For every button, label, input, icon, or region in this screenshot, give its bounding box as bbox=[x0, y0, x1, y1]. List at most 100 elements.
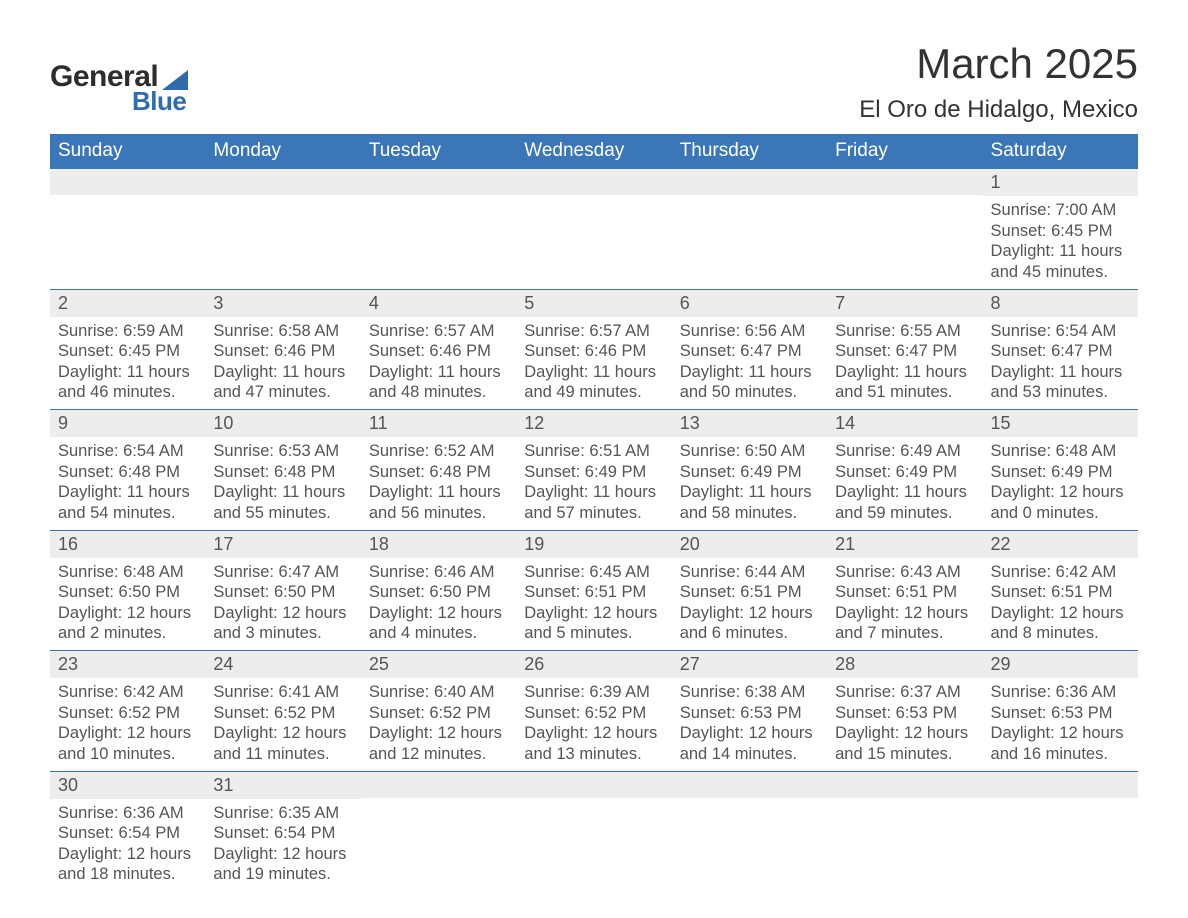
calendar-day: 9Sunrise: 6:54 AMSunset: 6:48 PMDaylight… bbox=[50, 410, 205, 530]
daylight-label: Daylight: 12 hours bbox=[369, 603, 508, 624]
day-content: Sunrise: 6:36 AMSunset: 6:54 PMDaylight:… bbox=[50, 799, 205, 892]
day-content: Sunrise: 6:53 AMSunset: 6:48 PMDaylight:… bbox=[205, 437, 360, 530]
sunrise-label: Sunrise: 6:57 AM bbox=[369, 321, 508, 342]
calendar-day: 6Sunrise: 6:56 AMSunset: 6:47 PMDaylight… bbox=[672, 290, 827, 410]
sunrise-label: Sunrise: 6:51 AM bbox=[524, 441, 663, 462]
calendar-day: 30Sunrise: 6:36 AMSunset: 6:54 PMDayligh… bbox=[50, 772, 205, 892]
calendar-day: 19Sunrise: 6:45 AMSunset: 6:51 PMDayligh… bbox=[516, 531, 671, 651]
daylight-label-2: and 5 minutes. bbox=[524, 623, 663, 644]
day-content: Sunrise: 6:37 AMSunset: 6:53 PMDaylight:… bbox=[827, 678, 982, 771]
day-number: 6 bbox=[672, 290, 827, 317]
sunrise-label: Sunrise: 6:46 AM bbox=[369, 562, 508, 583]
day-content: Sunrise: 6:36 AMSunset: 6:53 PMDaylight:… bbox=[983, 678, 1138, 771]
sunset-label: Sunset: 6:53 PM bbox=[835, 703, 974, 724]
header: General Blue March 2025 El Oro de Hidalg… bbox=[50, 40, 1138, 124]
daylight-label-2: and 53 minutes. bbox=[991, 382, 1130, 403]
day-content: Sunrise: 6:40 AMSunset: 6:52 PMDaylight:… bbox=[361, 678, 516, 771]
day-number: 11 bbox=[361, 410, 516, 437]
daylight-label-2: and 56 minutes. bbox=[369, 503, 508, 524]
calendar-day: 4Sunrise: 6:57 AMSunset: 6:46 PMDaylight… bbox=[361, 290, 516, 410]
sunrise-label: Sunrise: 6:54 AM bbox=[991, 321, 1130, 342]
daylight-label-2: and 47 minutes. bbox=[213, 382, 352, 403]
sunrise-label: Sunrise: 6:37 AM bbox=[835, 682, 974, 703]
day-number: 16 bbox=[50, 531, 205, 558]
day-number: 23 bbox=[50, 651, 205, 678]
sunrise-label: Sunrise: 6:50 AM bbox=[680, 441, 819, 462]
day-content: Sunrise: 6:54 AMSunset: 6:47 PMDaylight:… bbox=[983, 317, 1138, 410]
daylight-label-2: and 14 minutes. bbox=[680, 744, 819, 765]
sunset-label: Sunset: 6:51 PM bbox=[680, 582, 819, 603]
day-number: 28 bbox=[827, 651, 982, 678]
calendar-day bbox=[516, 772, 671, 892]
calendar-week: 16Sunrise: 6:48 AMSunset: 6:50 PMDayligh… bbox=[50, 530, 1138, 651]
day-number: 4 bbox=[361, 290, 516, 317]
calendar-day: 7Sunrise: 6:55 AMSunset: 6:47 PMDaylight… bbox=[827, 290, 982, 410]
calendar-day bbox=[827, 772, 982, 892]
daylight-label: Daylight: 12 hours bbox=[835, 603, 974, 624]
daylight-label-2: and 2 minutes. bbox=[58, 623, 197, 644]
day-number: 1 bbox=[983, 169, 1138, 196]
daylight-label: Daylight: 11 hours bbox=[58, 482, 197, 503]
sunset-label: Sunset: 6:53 PM bbox=[991, 703, 1130, 724]
calendar-day bbox=[361, 169, 516, 289]
daylight-label-2: and 13 minutes. bbox=[524, 744, 663, 765]
day-number bbox=[516, 169, 671, 195]
day-number: 5 bbox=[516, 290, 671, 317]
calendar-day: 12Sunrise: 6:51 AMSunset: 6:49 PMDayligh… bbox=[516, 410, 671, 530]
day-content: Sunrise: 6:58 AMSunset: 6:46 PMDaylight:… bbox=[205, 317, 360, 410]
day-number: 12 bbox=[516, 410, 671, 437]
calendar-week: 9Sunrise: 6:54 AMSunset: 6:48 PMDaylight… bbox=[50, 409, 1138, 530]
sunset-label: Sunset: 6:50 PM bbox=[58, 582, 197, 603]
sunrise-label: Sunrise: 6:36 AM bbox=[58, 803, 197, 824]
day-number: 29 bbox=[983, 651, 1138, 678]
sunset-label: Sunset: 6:49 PM bbox=[835, 462, 974, 483]
daylight-label: Daylight: 12 hours bbox=[524, 723, 663, 744]
daylight-label: Daylight: 12 hours bbox=[680, 603, 819, 624]
day-content: Sunrise: 6:59 AMSunset: 6:45 PMDaylight:… bbox=[50, 317, 205, 410]
calendar-day: 24Sunrise: 6:41 AMSunset: 6:52 PMDayligh… bbox=[205, 651, 360, 771]
calendar-day: 20Sunrise: 6:44 AMSunset: 6:51 PMDayligh… bbox=[672, 531, 827, 651]
daylight-label: Daylight: 11 hours bbox=[524, 362, 663, 383]
daylight-label-2: and 57 minutes. bbox=[524, 503, 663, 524]
daylight-label: Daylight: 12 hours bbox=[58, 603, 197, 624]
days-of-week-header: Sunday Monday Tuesday Wednesday Thursday… bbox=[50, 134, 1138, 168]
day-number bbox=[361, 772, 516, 798]
dow-thursday: Thursday bbox=[672, 134, 827, 168]
daylight-label: Daylight: 12 hours bbox=[213, 603, 352, 624]
day-content: Sunrise: 6:50 AMSunset: 6:49 PMDaylight:… bbox=[672, 437, 827, 530]
day-number bbox=[205, 169, 360, 195]
day-number bbox=[516, 772, 671, 798]
day-content: Sunrise: 6:49 AMSunset: 6:49 PMDaylight:… bbox=[827, 437, 982, 530]
sunrise-label: Sunrise: 6:38 AM bbox=[680, 682, 819, 703]
calendar-day: 21Sunrise: 6:43 AMSunset: 6:51 PMDayligh… bbox=[827, 531, 982, 651]
day-number bbox=[983, 772, 1138, 798]
sunrise-label: Sunrise: 6:35 AM bbox=[213, 803, 352, 824]
calendar-day: 16Sunrise: 6:48 AMSunset: 6:50 PMDayligh… bbox=[50, 531, 205, 651]
dow-tuesday: Tuesday bbox=[361, 134, 516, 168]
calendar-day: 2Sunrise: 6:59 AMSunset: 6:45 PMDaylight… bbox=[50, 290, 205, 410]
daylight-label: Daylight: 11 hours bbox=[991, 241, 1130, 262]
daylight-label: Daylight: 12 hours bbox=[991, 482, 1130, 503]
day-content: Sunrise: 6:48 AMSunset: 6:50 PMDaylight:… bbox=[50, 558, 205, 651]
calendar-day: 26Sunrise: 6:39 AMSunset: 6:52 PMDayligh… bbox=[516, 651, 671, 771]
logo-text-blue: Blue bbox=[132, 86, 188, 117]
sunset-label: Sunset: 6:48 PM bbox=[369, 462, 508, 483]
daylight-label-2: and 12 minutes. bbox=[369, 744, 508, 765]
daylight-label: Daylight: 11 hours bbox=[524, 482, 663, 503]
daylight-label: Daylight: 11 hours bbox=[213, 362, 352, 383]
sunrise-label: Sunrise: 6:53 AM bbox=[213, 441, 352, 462]
dow-saturday: Saturday bbox=[983, 134, 1138, 168]
day-number: 25 bbox=[361, 651, 516, 678]
day-number: 8 bbox=[983, 290, 1138, 317]
calendar-day bbox=[205, 169, 360, 289]
daylight-label: Daylight: 11 hours bbox=[835, 482, 974, 503]
daylight-label-2: and 16 minutes. bbox=[991, 744, 1130, 765]
sunset-label: Sunset: 6:50 PM bbox=[369, 582, 508, 603]
calendar-day: 3Sunrise: 6:58 AMSunset: 6:46 PMDaylight… bbox=[205, 290, 360, 410]
calendar-week: 23Sunrise: 6:42 AMSunset: 6:52 PMDayligh… bbox=[50, 650, 1138, 771]
daylight-label-2: and 49 minutes. bbox=[524, 382, 663, 403]
day-number: 9 bbox=[50, 410, 205, 437]
daylight-label-2: and 45 minutes. bbox=[991, 262, 1130, 283]
sunrise-label: Sunrise: 6:45 AM bbox=[524, 562, 663, 583]
day-content: Sunrise: 6:57 AMSunset: 6:46 PMDaylight:… bbox=[361, 317, 516, 410]
